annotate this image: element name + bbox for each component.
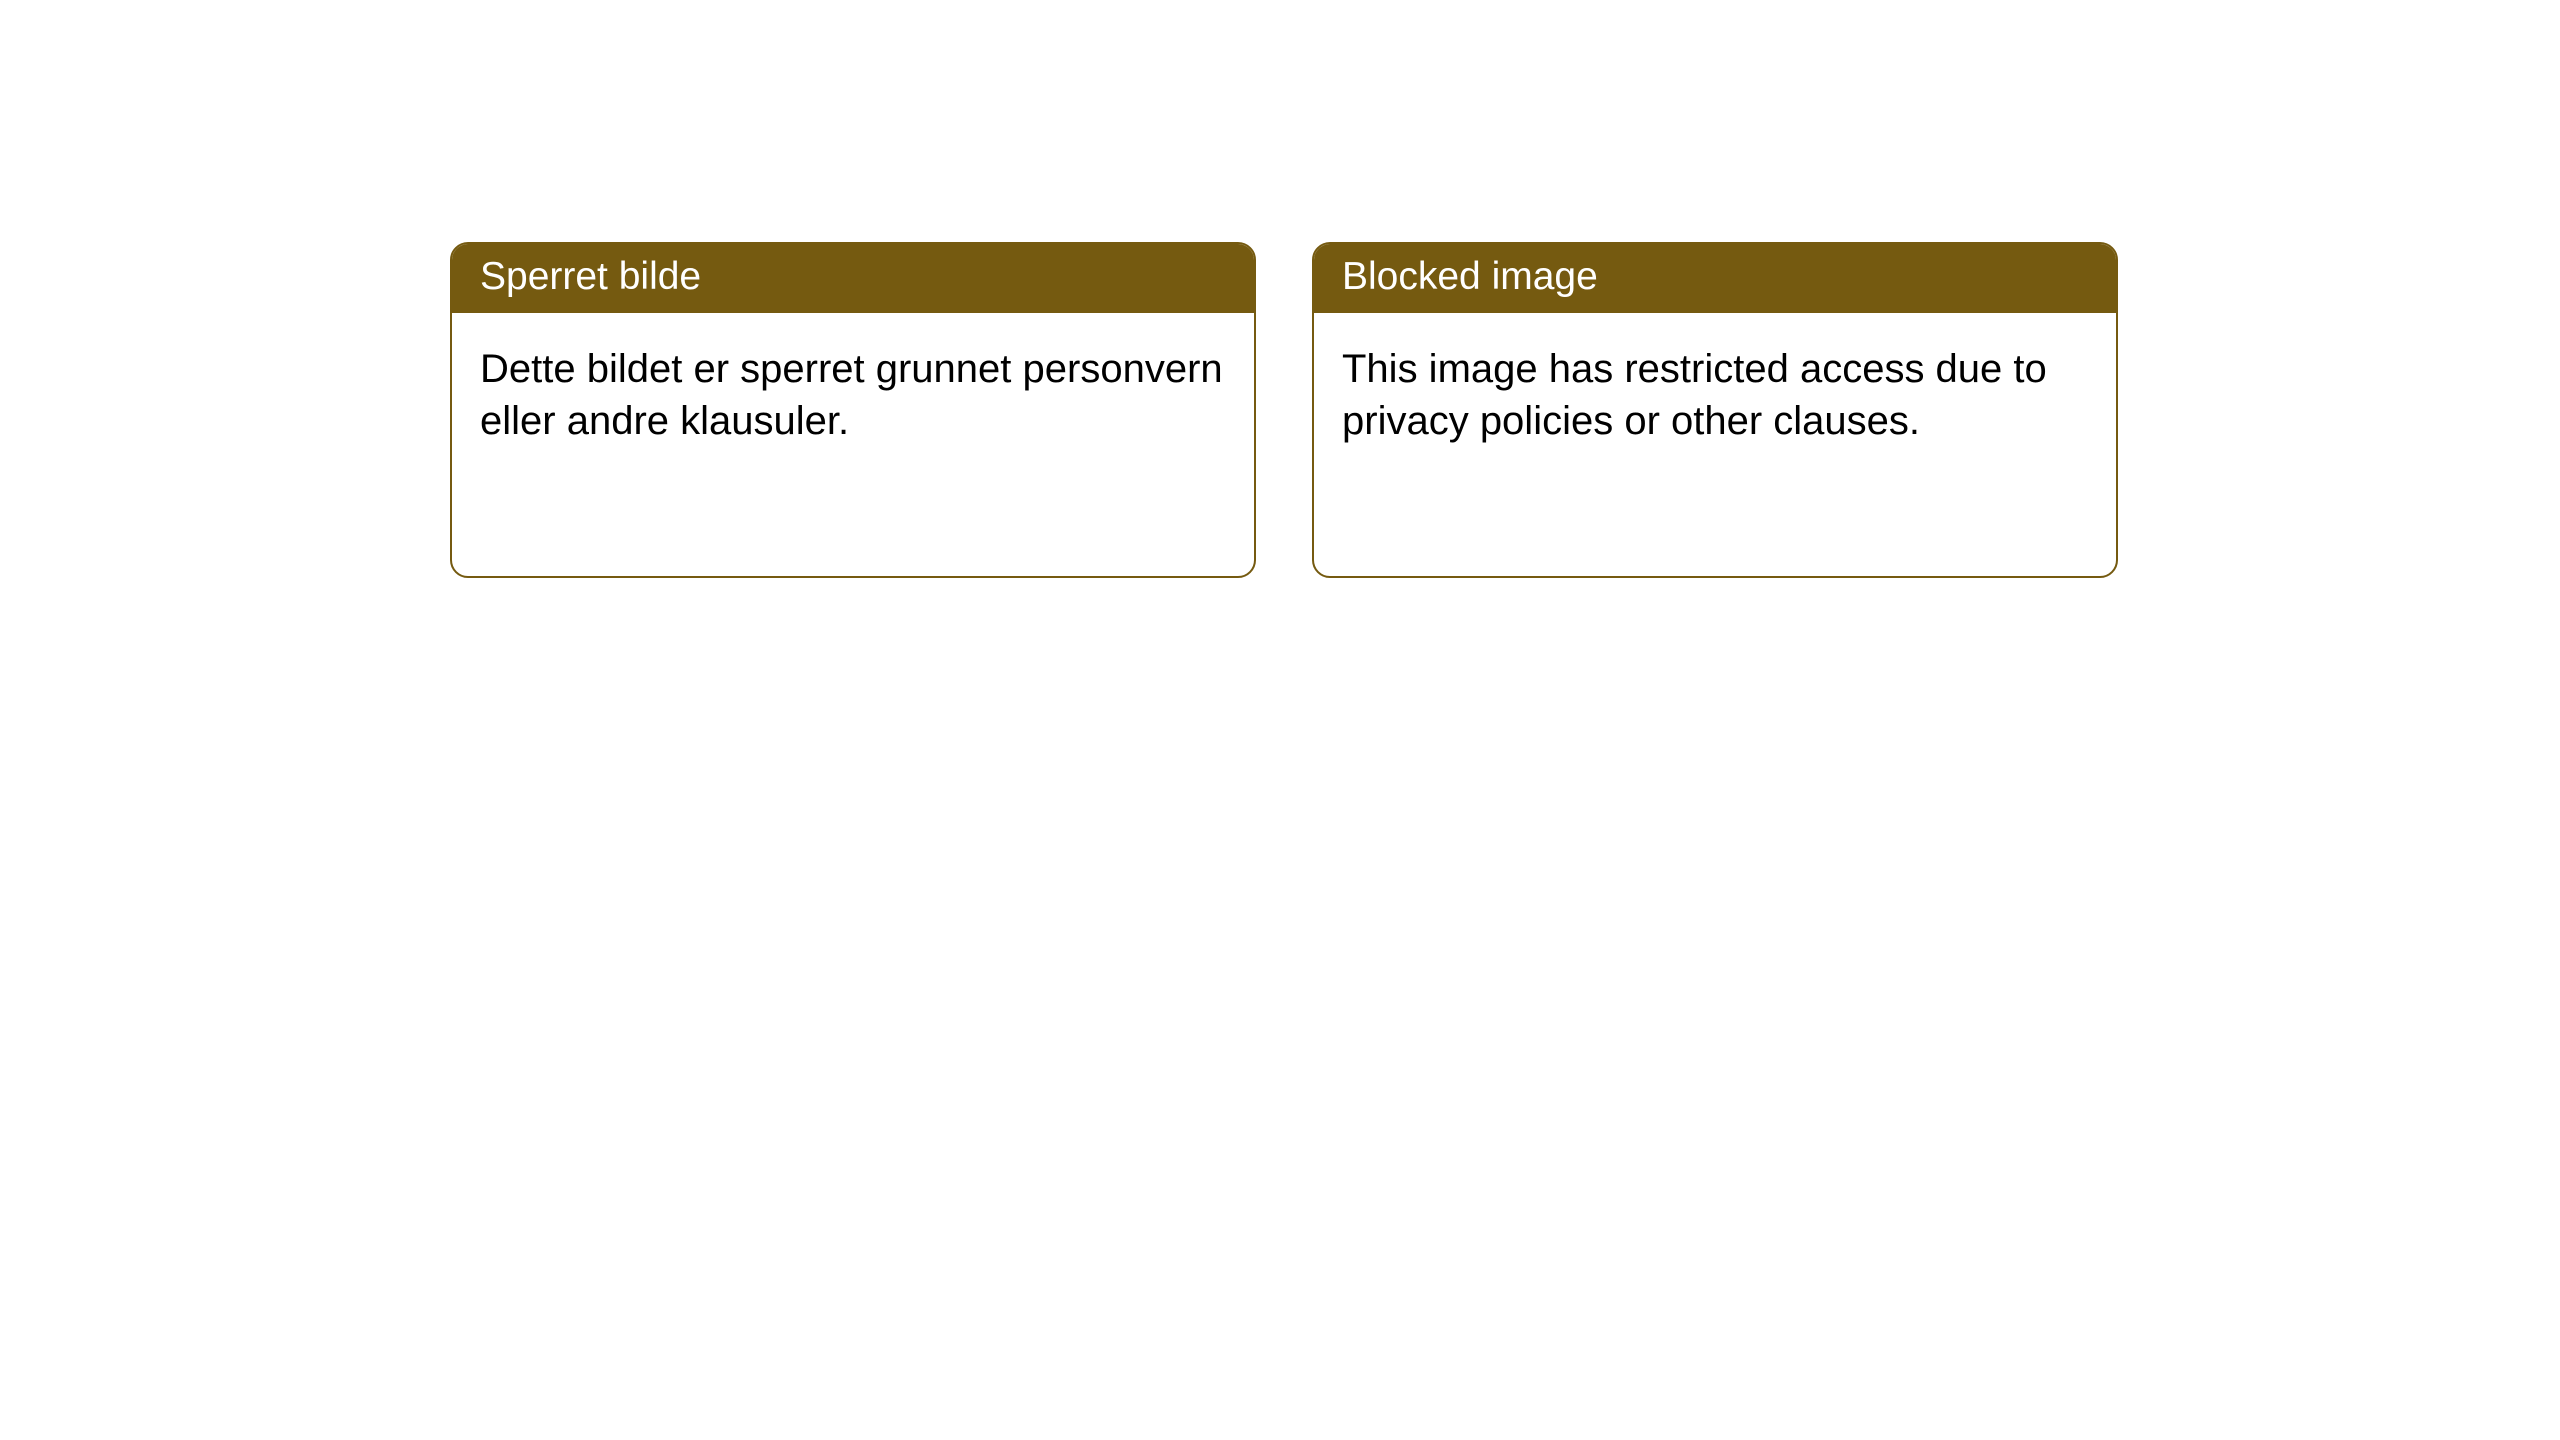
card-body: Dette bildet er sperret grunnet personve…	[452, 313, 1254, 477]
card-header: Sperret bilde	[452, 244, 1254, 313]
card-body: This image has restricted access due to …	[1314, 313, 2116, 477]
card-header: Blocked image	[1314, 244, 2116, 313]
notice-container: Sperret bilde Dette bildet er sperret gr…	[450, 242, 2118, 578]
notice-card-norwegian: Sperret bilde Dette bildet er sperret gr…	[450, 242, 1256, 578]
notice-card-english: Blocked image This image has restricted …	[1312, 242, 2118, 578]
